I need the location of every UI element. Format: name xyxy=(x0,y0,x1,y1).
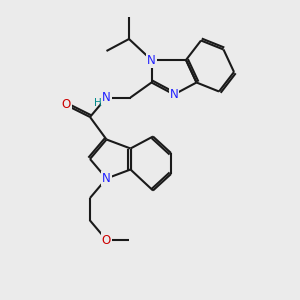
Text: N: N xyxy=(102,91,111,104)
Text: N: N xyxy=(147,53,156,67)
Text: H: H xyxy=(94,98,102,108)
Text: O: O xyxy=(61,98,70,112)
Text: O: O xyxy=(102,233,111,247)
Text: N: N xyxy=(102,172,111,185)
Text: N: N xyxy=(169,88,178,101)
